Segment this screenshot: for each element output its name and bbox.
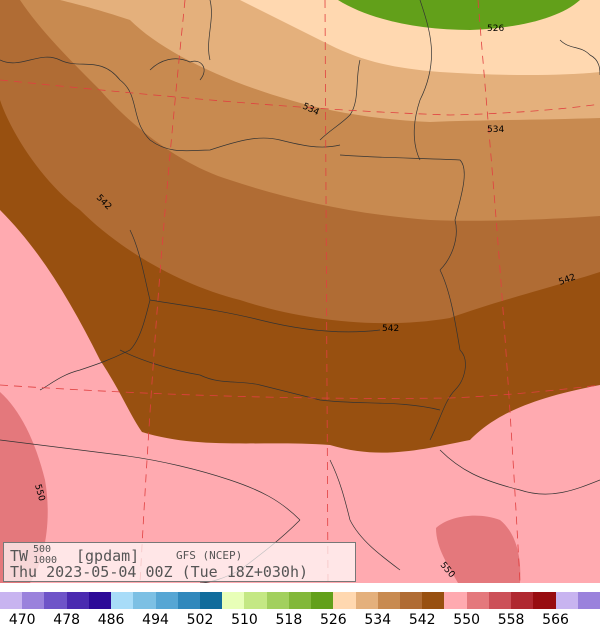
- legend-swatch: [311, 592, 334, 609]
- legend-swatch: [133, 592, 157, 609]
- legend-swatch: [111, 592, 134, 609]
- legend-swatch: [377, 592, 401, 609]
- legend-tick-label: 542: [408, 612, 436, 628]
- legend-swatch: [200, 592, 223, 609]
- legend-swatch: [466, 592, 490, 609]
- legend-swatch: [355, 592, 379, 609]
- legend-swatch: [0, 592, 23, 609]
- legend-swatch: [44, 592, 68, 609]
- contour-label: 534: [487, 125, 504, 135]
- map-canvas[interactable]: 526 534 534 542 542 542 550 550: [0, 0, 600, 583]
- legend-swatch: [422, 592, 445, 609]
- legend-swatch: [400, 592, 423, 609]
- contour-label: 542: [382, 324, 399, 334]
- legend-tick-label: 518: [275, 612, 303, 628]
- legend-swatch: [577, 592, 600, 609]
- legend-swatch: [22, 592, 45, 609]
- legend-swatch: [333, 592, 357, 609]
- legend-swatch: [288, 592, 312, 609]
- legend-tick-label: 566: [542, 612, 569, 628]
- legend-tick-label: 494: [142, 612, 169, 628]
- band-554-west: [0, 392, 48, 583]
- legend-tick-label: 510: [231, 612, 258, 628]
- legend-swatch: [488, 592, 512, 609]
- legend-swatch: [66, 592, 90, 609]
- legend-swatch: [444, 592, 468, 609]
- contour-label: 526: [487, 24, 504, 34]
- color-legend: 470 478 486 494 502 510 518 526 534 542 550 558 566: [0, 592, 600, 640]
- contour-label: 550: [32, 483, 46, 502]
- legend-tick-label: 534: [364, 612, 392, 628]
- grid-lines: [0, 0, 600, 583]
- legend-swatch: [155, 592, 179, 609]
- legend-tick-label: 470: [8, 612, 36, 628]
- legend-tick-label: 558: [497, 612, 525, 628]
- band-550: [0, 210, 600, 583]
- param-sub: 1000: [33, 555, 58, 566]
- legend-tick-label: 550: [453, 612, 481, 628]
- model-name: GFS (NCEP): [176, 549, 243, 562]
- valid-time: Thu 2023-05-04 00Z (Tue 18Z+030h): [10, 563, 309, 581]
- param-unit: [gpdam]: [76, 547, 140, 565]
- legend-tick-label: 526: [319, 612, 347, 628]
- param-name: TW: [10, 547, 29, 565]
- legend-swatch: [533, 592, 557, 609]
- legend-swatch: [222, 592, 245, 609]
- param-sup: 500: [33, 544, 52, 555]
- legend-swatch: [266, 592, 290, 609]
- legend-swatch: [244, 592, 268, 609]
- legend-swatch: [555, 592, 579, 609]
- legend-tick-label: 502: [186, 612, 214, 628]
- legend-swatch: [511, 592, 534, 609]
- band-526: [338, 0, 580, 30]
- legend-tick-label: 486: [97, 612, 125, 628]
- legend-tick-label: 478: [53, 612, 81, 628]
- legend-swatch: [88, 592, 112, 609]
- band-554-southeast: [436, 515, 521, 583]
- legend-swatch: [177, 592, 201, 609]
- info-box: TW 500 1000 [gpdam] GFS (NCEP) Thu 2023-…: [3, 542, 356, 582]
